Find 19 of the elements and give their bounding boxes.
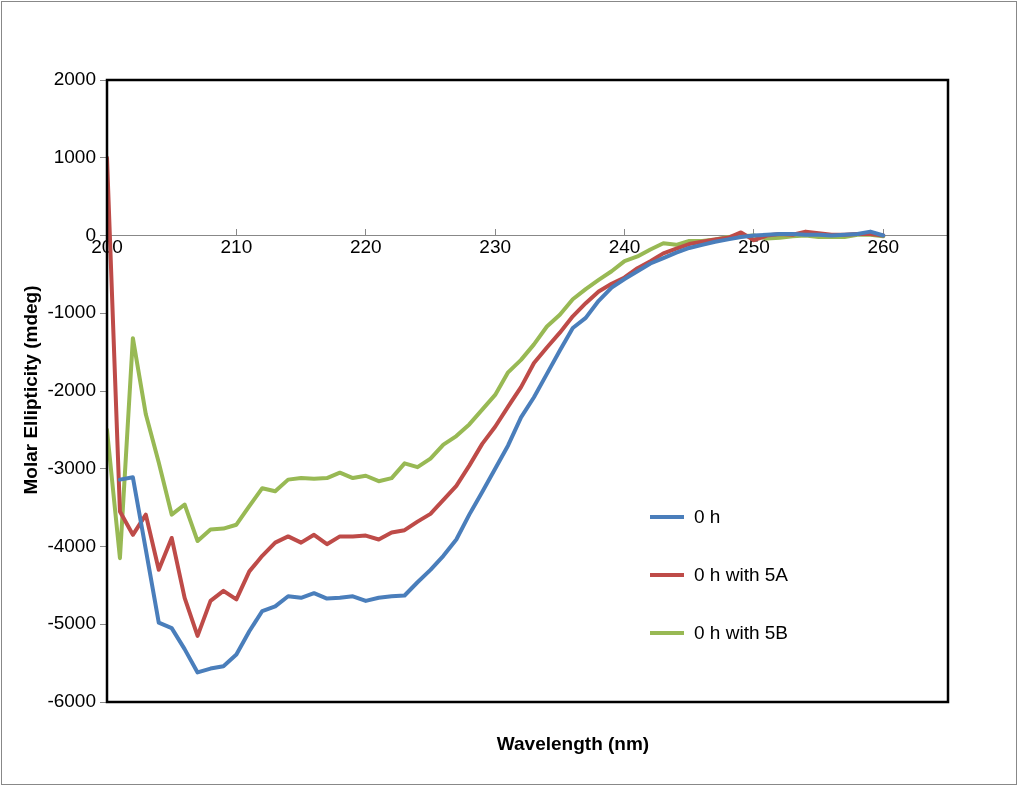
x-tick-label: 250	[738, 236, 770, 258]
y-tick-label: -1000	[47, 301, 96, 323]
x-tick-label: 210	[220, 236, 253, 258]
x-tick-label: 220	[349, 236, 382, 258]
legend-label: 0 h with 5A	[694, 564, 788, 586]
legend-label: 0 h with 5B	[694, 622, 788, 644]
x-axis-title: Wavelength (nm)	[495, 733, 651, 755]
y-tick-label: -6000	[47, 690, 96, 712]
y-tick-label: -4000	[47, 534, 96, 556]
y-axis-title: Molar Ellipticity (mdeg)	[20, 285, 42, 495]
y-tick-label: 2000	[53, 68, 96, 90]
y-tick-label: -2000	[47, 379, 96, 401]
x-tick-label: 230	[479, 236, 512, 258]
y-tick-label: -5000	[47, 612, 96, 634]
x-tick-label: 240	[608, 236, 641, 258]
y-tick-label: -3000	[47, 456, 96, 478]
x-tick-label: 260	[867, 236, 900, 258]
y-tick-label: 1000	[53, 145, 96, 167]
legend-label: 0 h	[694, 506, 721, 528]
